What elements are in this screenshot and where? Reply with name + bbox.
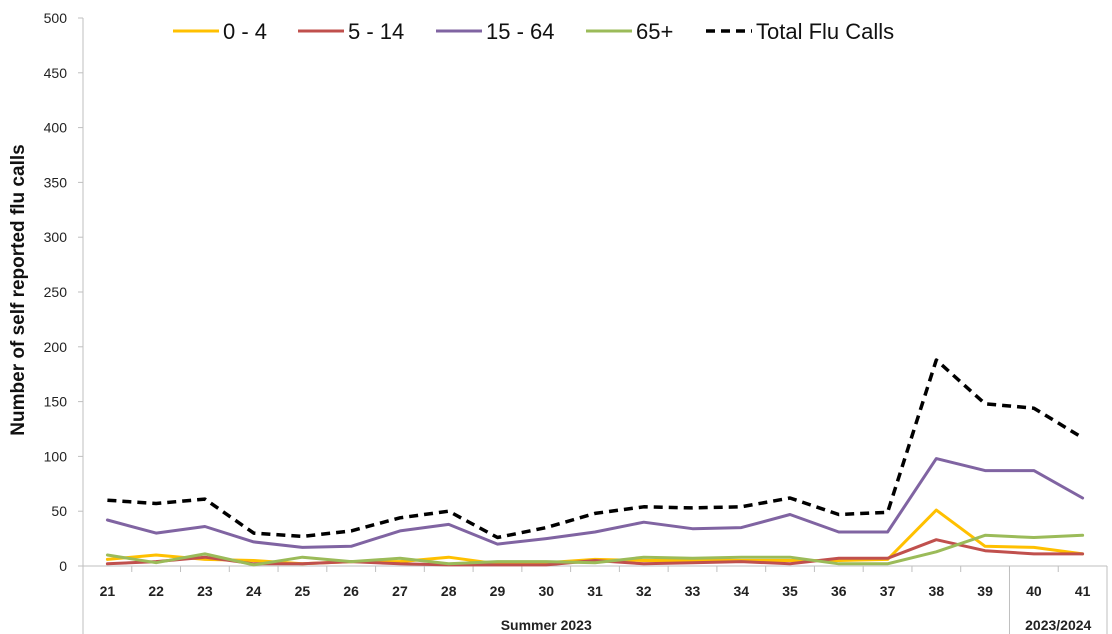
y-tick-label: 350 xyxy=(44,174,68,190)
x-tick-label: 37 xyxy=(880,583,896,599)
x-tick-label: 35 xyxy=(782,583,798,599)
x-tick-label: 33 xyxy=(685,583,701,599)
y-tick-label: 200 xyxy=(44,339,68,355)
x-tick-label: 29 xyxy=(490,583,506,599)
series-line-3 xyxy=(105,533,1085,567)
legend-label-0: 0 - 4 xyxy=(223,19,267,44)
y-tick-label: 0 xyxy=(59,558,67,574)
series-line-2 xyxy=(105,457,1085,549)
y-tick-label: 100 xyxy=(44,448,68,464)
legend-label-1: 5 - 14 xyxy=(348,19,404,44)
x-tick-label: 38 xyxy=(929,583,945,599)
series-line-0 xyxy=(105,508,1085,566)
y-tick-label: 250 xyxy=(44,284,68,300)
x-tick-label: 26 xyxy=(343,583,359,599)
legend-label-2: 15 - 64 xyxy=(486,19,555,44)
y-tick-label: 300 xyxy=(44,229,68,245)
x-tick-label: 30 xyxy=(538,583,554,599)
x-tick-label: 34 xyxy=(733,583,749,599)
y-tick-label: 500 xyxy=(44,10,68,26)
series-layer xyxy=(105,358,1085,567)
x-tick-label: 40 xyxy=(1026,583,1042,599)
x-tick-label: 39 xyxy=(977,583,993,599)
legend-label-3: 65+ xyxy=(636,19,673,44)
x-tick-label: 24 xyxy=(246,583,262,599)
y-tick-label: 400 xyxy=(44,120,68,136)
x-axis: 21 22 23 24 25 26 27 28 29 30 31 32 33 34 35 36 37 38 39 40… xyxy=(82,565,1108,634)
x-tick-label: 25 xyxy=(295,583,311,599)
x-tick-label: 21 xyxy=(100,583,116,599)
y-axis: 0 50 100 150 200 250 300 350 400 450 500 xyxy=(44,10,84,574)
x-tick-label: 22 xyxy=(148,583,164,599)
x-tick-label: 36 xyxy=(831,583,847,599)
x-tick-label: 31 xyxy=(587,583,603,599)
y-tick-label: 50 xyxy=(51,503,67,519)
x-tick-label: 28 xyxy=(441,583,457,599)
x-tick-label: 23 xyxy=(197,583,213,599)
x-tick-label: 27 xyxy=(392,583,408,599)
series-line-4 xyxy=(107,358,1084,540)
x-group-label: 2023/2024 xyxy=(1025,617,1091,633)
y-tick-label: 150 xyxy=(44,394,68,410)
x-tick-label: 32 xyxy=(636,583,652,599)
y-tick-label: 450 xyxy=(44,65,68,81)
x-tick-label: 41 xyxy=(1075,583,1091,599)
legend-label-4: Total Flu Calls xyxy=(756,19,894,44)
legend: 0 - 4 5 - 14 15 - 64 65+ Total Flu Calls xyxy=(173,19,894,44)
x-group-label: Summer 2023 xyxy=(501,617,592,633)
y-axis-title: Number of self reported flu calls xyxy=(8,144,29,435)
